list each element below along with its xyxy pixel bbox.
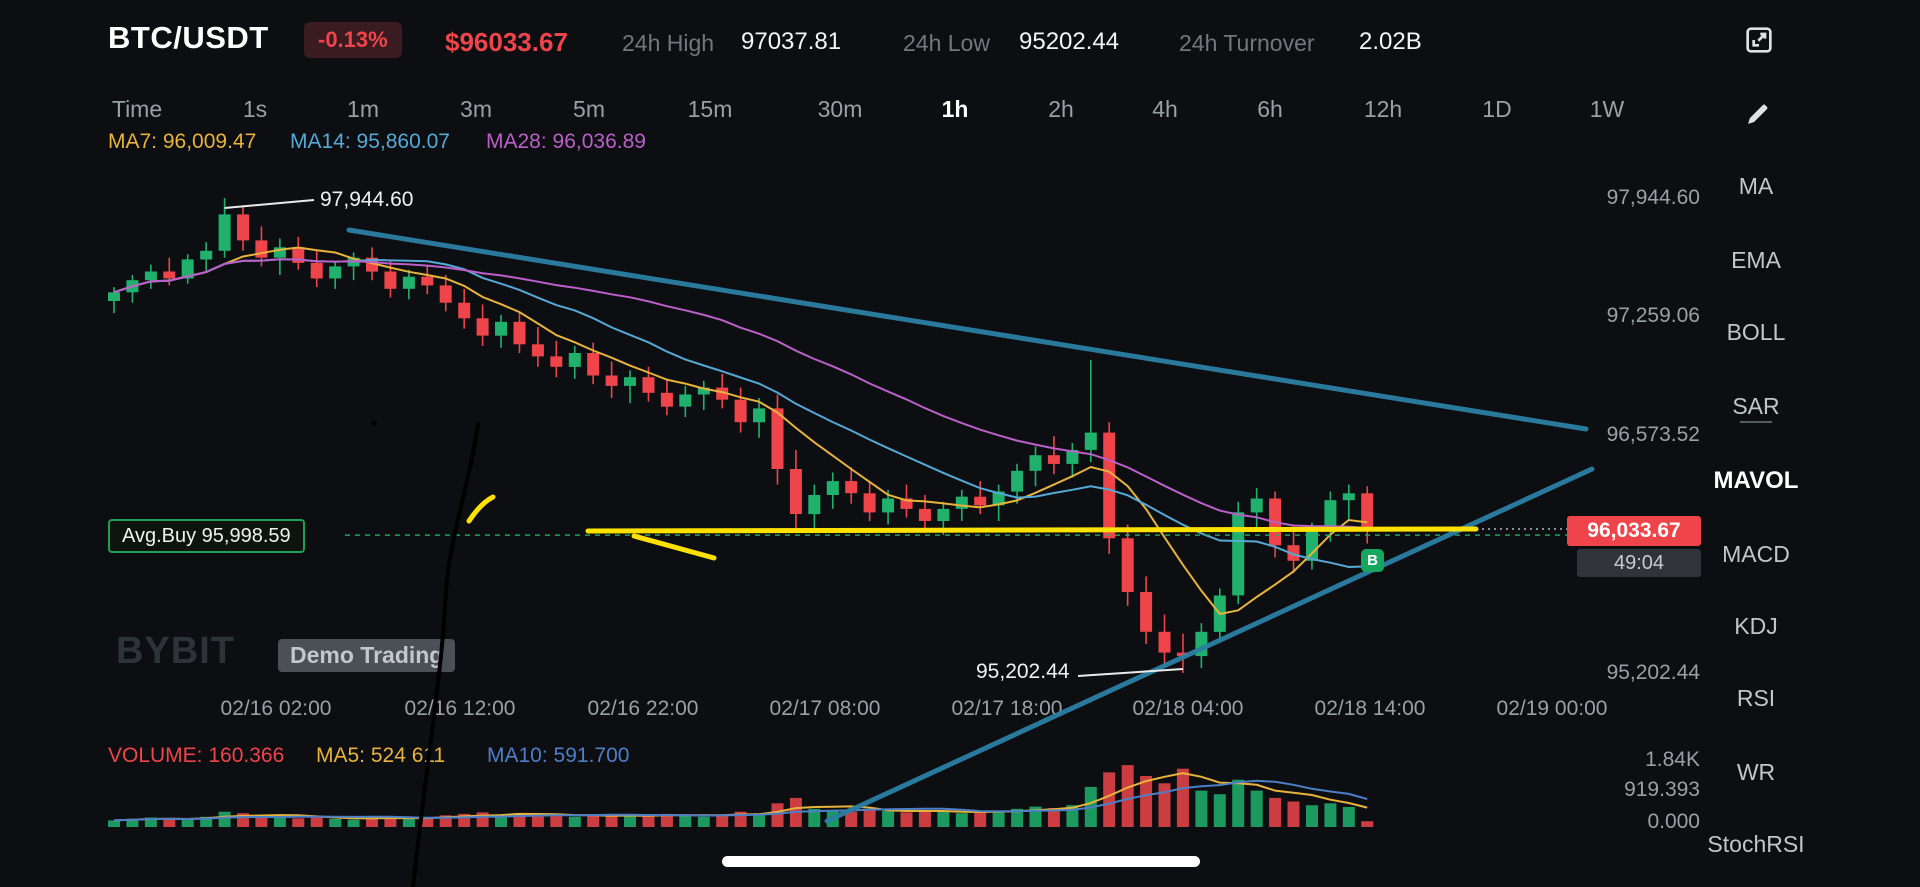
turnover-value: 2.02B (1359, 28, 1422, 55)
yellow-drawing (585, 526, 1479, 534)
tab-1m[interactable]: 1m (347, 96, 379, 122)
indicator-boll[interactable]: BOLL (1726, 319, 1786, 345)
tab-2h[interactable]: 2h (1048, 96, 1074, 122)
volume-value: VOLUME: 160.366 (108, 744, 285, 767)
trendline (824, 466, 1595, 824)
tab-12h[interactable]: 12h (1363, 96, 1403, 122)
header-last-price: $96033.67 (445, 27, 568, 57)
indicator-macd[interactable]: MACD (1722, 541, 1790, 567)
tab-30m[interactable]: 30m (817, 96, 863, 122)
demo-trading-badge: Demo Trading (278, 639, 456, 672)
last-price-tag: 96,033.67 (1567, 516, 1701, 546)
indicator-ema[interactable]: EMA (1731, 247, 1781, 273)
ma7-value: MA7: 96,009.47 (108, 130, 257, 153)
indicator-kdj[interactable]: KDJ (1734, 613, 1778, 639)
price-axis-label: 96,573.52 (1606, 423, 1700, 446)
draw-pencil-icon[interactable] (1744, 100, 1772, 133)
price-axis-label: 97,944.60 (1606, 186, 1700, 209)
volume-ma5: MA5: 524 611 (316, 744, 446, 767)
time-axis-label: 02/17 08:00 (769, 697, 881, 720)
indicator-sar[interactable]: SAR (1732, 393, 1780, 419)
volume-axis-label: 1.84K (1645, 748, 1700, 771)
time-axis-label: 02/18 14:00 (1314, 697, 1426, 720)
tab-1s[interactable]: 1s (242, 96, 268, 122)
low-label: 24h Low (903, 30, 990, 56)
high-annotation: 97,944.60 (320, 188, 414, 211)
indicator-wr[interactable]: WR (1736, 759, 1776, 785)
high-value: 97037.81 (741, 28, 842, 55)
high-label: 24h High (622, 30, 715, 56)
time-axis-label: 02/19 00:00 (1496, 697, 1608, 720)
tab-1d[interactable]: 1D (1482, 96, 1512, 122)
candles (108, 198, 1374, 673)
symbol-title[interactable]: BTC/USDT (108, 20, 269, 55)
indicator-rsi[interactable]: RSI (1736, 685, 1776, 711)
low-value: 95202.44 (1019, 28, 1120, 55)
volume-ma-line (113, 779, 1368, 822)
tab-1w[interactable]: 1W (1589, 96, 1625, 122)
indicator-stochrsi[interactable]: StochRSI (1707, 831, 1805, 857)
bybit-watermark: BYBIT (116, 630, 235, 672)
volume-axis-label: 0.000 (1647, 810, 1700, 833)
tab-5m[interactable]: 5m (573, 96, 605, 122)
time-axis-label: 02/16 22:00 (587, 697, 699, 720)
avg-buy-tag: Avg.Buy 95,998.59 (108, 519, 305, 553)
price-axis-label: 97,259.06 (1606, 304, 1700, 327)
indicator-divider (1740, 421, 1772, 423)
time-axis-label: 02/16 02:00 (220, 697, 332, 720)
ma-line (113, 258, 1368, 529)
tab-1h[interactable]: 1h (941, 96, 969, 122)
volume-axis-label: 919.393 (1624, 778, 1700, 801)
pen-dot (371, 420, 377, 426)
time-axis-label: 02/18 04:00 (1132, 697, 1244, 720)
turnover-label: 24h Turnover (1179, 30, 1315, 56)
tab-time[interactable]: Time (111, 96, 163, 122)
price-axis-label: 95,202.44 (1606, 661, 1700, 684)
high-pointer-line (224, 199, 315, 209)
low-pointer-line (1077, 668, 1183, 677)
pen-drawing (411, 422, 480, 887)
low-annotation: 95,202.44 (976, 660, 1070, 683)
time-axis-label: 02/17 18:00 (951, 697, 1063, 720)
scale-icon[interactable] (1743, 24, 1775, 61)
tab-6h[interactable]: 6h (1257, 96, 1283, 122)
trendline (346, 227, 1589, 432)
yellow-drawing (631, 533, 717, 561)
indicator-mavol[interactable]: MAVOL (1713, 467, 1799, 494)
volume-ma10: MA10: 591.700 (487, 744, 630, 767)
home-indicator[interactable] (722, 856, 1200, 867)
yellow-drawing (466, 494, 496, 524)
tab-3m[interactable]: 3m (460, 96, 492, 122)
candle-countdown: 49:04 (1577, 549, 1701, 577)
tab-4h[interactable]: 4h (1152, 96, 1178, 122)
tab-15m[interactable]: 15m (687, 96, 733, 122)
change-percent-badge: -0.13% (304, 22, 402, 58)
buy-order-marker[interactable]: B (1361, 549, 1384, 572)
ma28-value: MA28: 96,036.89 (486, 130, 646, 153)
indicator-ma[interactable]: MA (1738, 173, 1774, 199)
ma14-value: MA14: 95,860.07 (290, 130, 450, 153)
